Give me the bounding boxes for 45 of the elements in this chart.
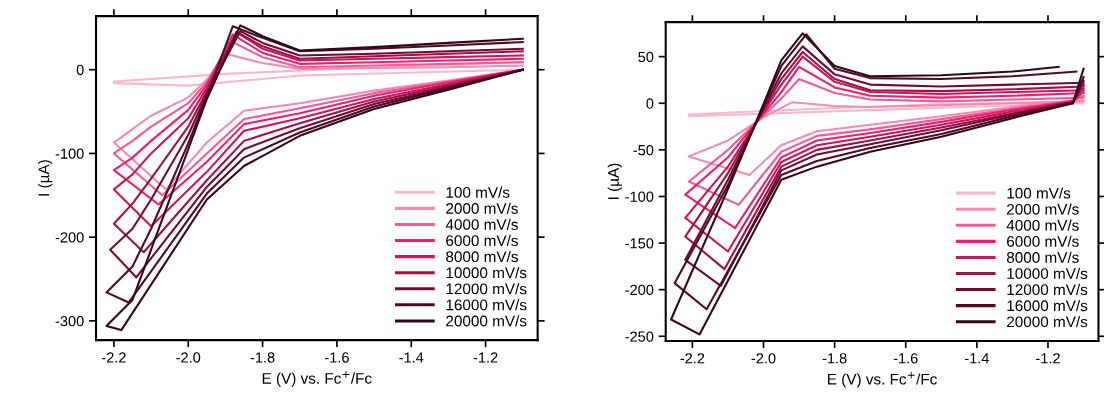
x-axis-title: E (V) vs. Fc$^{+}$/Fc [262,371,372,387]
legend-label: 16000 mV/s [1007,299,1088,312]
legend-label: 12000 mV/s [1007,283,1088,296]
legend-label: 20000 mV/s [446,315,527,327]
y-tick-label: -150 [625,238,654,249]
legend-label: 100 mV/s [1007,187,1071,199]
x-tick-label: -1.8 [822,353,847,364]
x-tick-label: -1.4 [399,352,424,363]
x-tick-label: -2.0 [751,353,776,364]
y-tick-label: -200 [625,284,654,296]
x-tick-label: -2.2 [680,353,705,364]
x-tick-label: -2.0 [176,352,201,363]
legend-label: 2000 mV/s [1007,203,1079,215]
legend-label: 2000 mV/s [446,202,518,214]
x-tick-label: -1.4 [964,353,989,364]
x-tick-label: -1.8 [250,352,275,363]
y-tick-label: -300 [55,315,84,327]
x-tick-label: -1.2 [1036,353,1060,364]
legend-label: 4000 mV/s [1006,219,1079,231]
legend-label: 10000 mV/s [1007,267,1088,279]
x-tick-label: -1.6 [893,353,918,364]
legend-label: 20000 mV/s [1007,316,1088,328]
y-tick-label: -100 [625,191,654,202]
legend-label: 16000 mV/s [446,299,527,311]
y-tick-label: 50 [638,51,654,63]
y-tick-label: -250 [625,331,654,342]
y-tick-label: 0 [646,98,654,109]
legend-label: 10000 mV/s [446,266,527,279]
legend-label: 6000 mV/s [1007,235,1079,247]
legend-label: 100 mV/s [446,186,510,198]
y-axis-title: I (µA) [607,163,622,199]
x-tick-label: -1.2 [473,352,498,363]
legend-label: 8000 mV/s [446,250,518,263]
x-tick-label: -1.6 [325,352,349,363]
legend-label: 4000 mV/s [445,218,518,230]
y-tick-label: 0 [76,64,84,76]
legend-label: 12000 mV/s [446,283,527,295]
x-tick-label: -2.2 [101,352,126,363]
legend-label: 6000 mV/s [446,234,518,247]
y-tick-label: -100 [55,148,84,159]
y-axis-title: I (µA) [38,160,53,196]
y-tick-label: -50 [633,144,654,156]
y-tick-label: -200 [55,232,84,243]
legend-label: 8000 mV/s [1006,251,1079,263]
x-axis-title: E (V) vs. Fc$^{+}$/Fc [828,371,937,388]
